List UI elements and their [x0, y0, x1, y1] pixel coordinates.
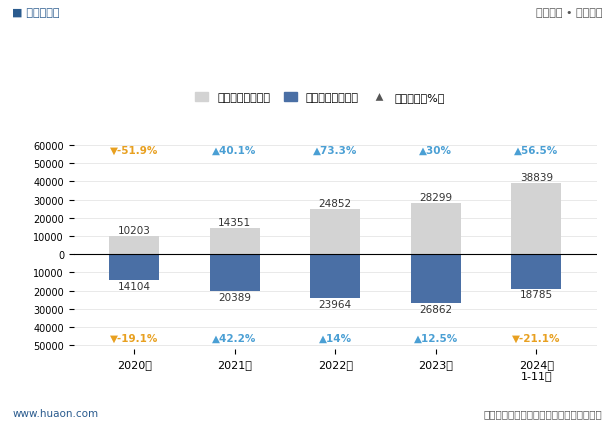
Legend: 出口额（万美元）, 进口额（万美元）, 同比增长（%）: 出口额（万美元）, 进口额（万美元）, 同比增长（%） — [191, 88, 449, 108]
Text: 26862: 26862 — [419, 305, 452, 314]
Text: www.huaon.com: www.huaon.com — [12, 408, 98, 418]
Bar — [109, 236, 159, 255]
Text: 28299: 28299 — [419, 192, 452, 202]
Text: ▲14%: ▲14% — [319, 333, 352, 343]
Text: 20389: 20389 — [218, 293, 251, 302]
Text: 14104: 14104 — [117, 281, 151, 291]
Text: 2020-2024年11月西宁市商品收发货人所在地进、出口额: 2020-2024年11月西宁市商品收发货人所在地进、出口额 — [145, 42, 470, 60]
Bar — [511, 255, 561, 289]
Bar — [411, 255, 461, 304]
Text: 38839: 38839 — [520, 173, 553, 183]
Bar — [310, 255, 360, 298]
Bar — [511, 184, 561, 255]
Text: ▲40.1%: ▲40.1% — [212, 146, 257, 155]
Text: ▼-21.1%: ▼-21.1% — [512, 333, 560, 343]
Text: ■ 华经情报网: ■ 华经情报网 — [12, 8, 60, 18]
Text: 10203: 10203 — [117, 225, 151, 235]
Text: 数据来源：中国海关，华经产业研究院整理: 数据来源：中国海关，华经产业研究院整理 — [484, 408, 603, 418]
Bar — [109, 255, 159, 280]
Text: ▲73.3%: ▲73.3% — [313, 146, 357, 155]
Bar — [411, 203, 461, 255]
Text: ▲42.2%: ▲42.2% — [212, 333, 257, 343]
Bar — [210, 255, 260, 292]
Text: ▼-51.9%: ▼-51.9% — [110, 146, 158, 155]
Text: 14351: 14351 — [218, 218, 251, 227]
Text: ▼-19.1%: ▼-19.1% — [110, 333, 158, 343]
Text: ▲56.5%: ▲56.5% — [514, 146, 558, 155]
Text: 18785: 18785 — [520, 290, 553, 300]
Text: 23964: 23964 — [319, 299, 352, 309]
Text: 专业严谨 • 客观科学: 专业严谨 • 客观科学 — [536, 8, 603, 18]
Text: 24852: 24852 — [319, 199, 352, 208]
Text: ▲30%: ▲30% — [419, 146, 452, 155]
Text: ▲12.5%: ▲12.5% — [413, 333, 458, 343]
Bar — [210, 228, 260, 255]
Bar — [310, 210, 360, 255]
